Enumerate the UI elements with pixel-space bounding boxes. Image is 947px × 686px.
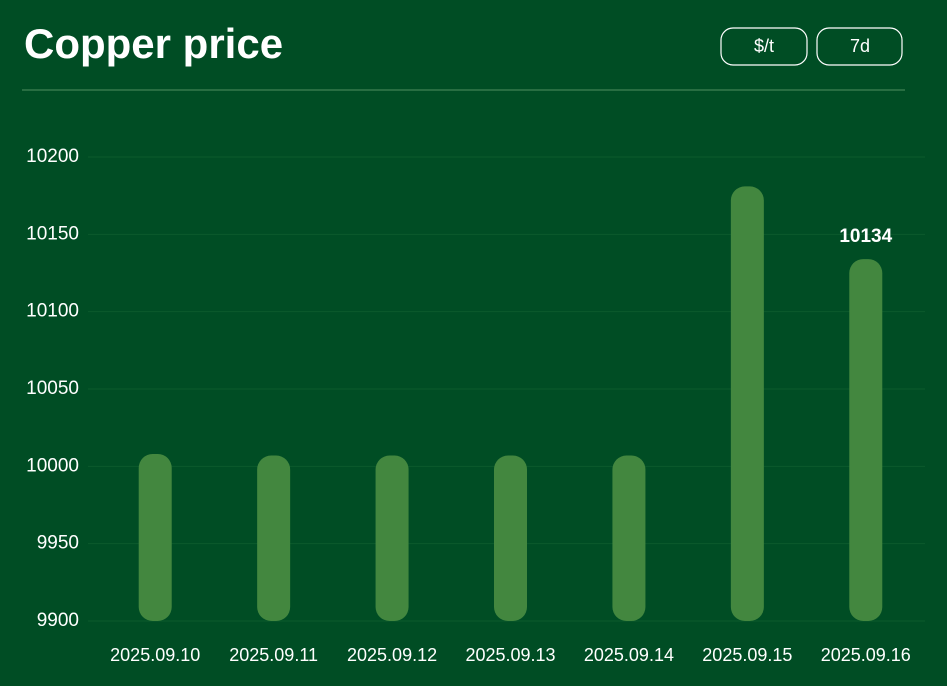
bar <box>375 455 409 621</box>
bar <box>138 453 172 621</box>
bar <box>612 455 646 621</box>
x-tick-label: 2025.09.15 <box>702 645 792 665</box>
x-tick-label: 2025.09.10 <box>110 645 200 665</box>
unit-button-label[interactable]: $/t <box>754 36 774 56</box>
y-tick-label: 10100 <box>26 301 79 322</box>
bar <box>730 186 764 622</box>
x-tick-label: 2025.09.13 <box>465 645 555 665</box>
range-button[interactable] <box>816 27 903 66</box>
x-tick-label: 2025.09.14 <box>584 645 674 665</box>
y-tick-label: 9950 <box>37 533 79 554</box>
y-tick-label: 10000 <box>26 455 79 476</box>
y-tick-label: 10050 <box>26 378 79 399</box>
bar <box>494 455 527 621</box>
bar <box>257 455 291 621</box>
bar <box>849 259 883 621</box>
page-title: Copper price <box>24 20 283 67</box>
x-tick-label: 2025.09.16 <box>821 645 911 665</box>
y-tick-label: 10150 <box>26 223 79 244</box>
range-button-label[interactable]: 7d <box>850 36 870 56</box>
value-label: 10134 <box>839 226 892 247</box>
y-tick-label: 10200 <box>26 146 79 167</box>
x-tick-label: 2025.09.12 <box>347 645 437 665</box>
unit-button[interactable] <box>720 27 808 66</box>
x-tick-label: 2025.09.11 <box>229 645 318 665</box>
y-tick-label: 9900 <box>37 610 79 631</box>
